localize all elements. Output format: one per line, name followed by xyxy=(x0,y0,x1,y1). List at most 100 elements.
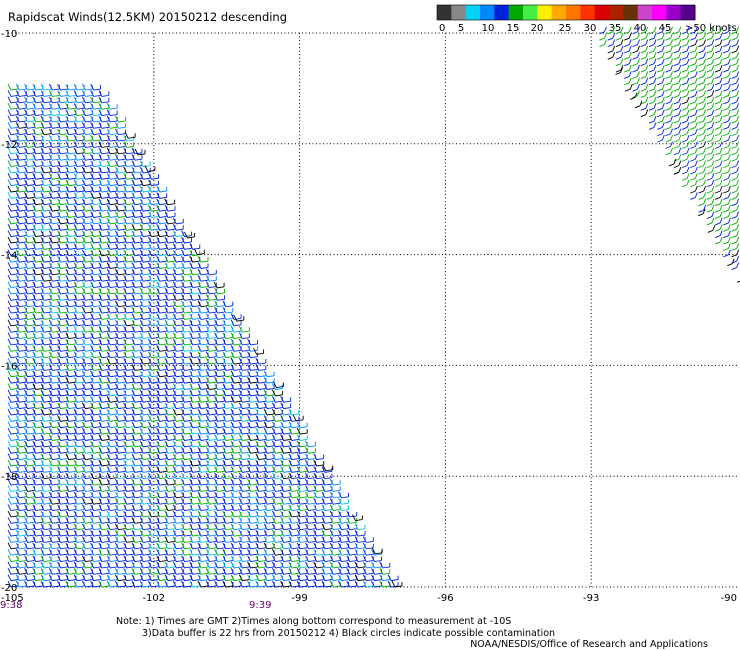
wind-barb xyxy=(648,71,657,79)
wind-barb xyxy=(731,33,740,41)
colorbar-label: 40 xyxy=(634,23,647,34)
wind-barb xyxy=(714,71,723,79)
wind-barb xyxy=(714,147,723,156)
wind-barb xyxy=(731,103,740,111)
wind-barb xyxy=(665,115,673,124)
wind-barb xyxy=(134,148,146,156)
colorbar-swatch xyxy=(508,5,524,20)
wind-barb xyxy=(731,26,740,35)
wind-barb xyxy=(123,141,135,148)
wind-barb xyxy=(640,58,649,67)
wind-barb xyxy=(673,147,682,156)
wind-barb xyxy=(139,160,151,168)
wind-barb xyxy=(698,84,707,92)
wind-barb xyxy=(714,115,723,124)
wind-barb xyxy=(634,100,643,109)
wind-barb xyxy=(731,262,740,270)
wind-barb xyxy=(322,464,334,472)
wind-barb xyxy=(665,141,673,149)
x-tick-label: -90 xyxy=(721,593,737,604)
wind-barb xyxy=(723,103,731,111)
wind-barb xyxy=(706,160,715,169)
wind-barb xyxy=(222,306,234,314)
wind-barb xyxy=(698,58,707,67)
wind-barb xyxy=(648,64,657,73)
wind-barb xyxy=(657,52,665,60)
colorbar-swatch xyxy=(551,5,567,20)
wind-barb xyxy=(723,179,731,188)
wind-barb xyxy=(379,568,391,575)
wind-barb xyxy=(144,165,156,172)
x-tick-label: -105 xyxy=(1,593,24,604)
wind-barb xyxy=(698,185,707,194)
colorbar-swatch xyxy=(523,5,538,20)
colorbar-swatch xyxy=(566,5,581,20)
wind-barb xyxy=(681,26,690,35)
wind-barb xyxy=(731,52,740,60)
wind-barb xyxy=(148,179,159,187)
wind-barb xyxy=(607,45,616,54)
wind-barb xyxy=(714,77,723,86)
wind-barb xyxy=(673,77,682,86)
wind-barb xyxy=(723,141,731,149)
wind-barb xyxy=(706,154,715,162)
wind-barb xyxy=(714,134,723,143)
wind-barb xyxy=(681,58,690,67)
wind-barb xyxy=(706,141,715,149)
wind-barb xyxy=(657,77,665,86)
wind-barb xyxy=(222,300,234,308)
colorbar-label: 35 xyxy=(609,23,622,34)
wind-barb xyxy=(690,134,698,143)
wind-barb xyxy=(714,103,723,111)
wind-barb xyxy=(657,115,665,124)
wind-barb xyxy=(657,109,665,118)
wind-barb xyxy=(723,185,731,194)
wind-barb xyxy=(148,173,159,180)
wind-barb xyxy=(731,236,740,245)
wind-barb xyxy=(698,109,707,118)
wind-barb xyxy=(714,205,723,213)
wind-barb xyxy=(723,71,731,79)
wind-barb xyxy=(640,96,649,105)
wind-barb xyxy=(731,205,740,213)
wind-barb xyxy=(690,166,698,175)
wind-barb xyxy=(338,497,349,505)
wind-barb xyxy=(624,58,632,67)
wind-barb xyxy=(632,52,640,60)
wind-barb xyxy=(706,96,715,105)
wind-barb xyxy=(673,167,682,175)
wind-barb xyxy=(648,26,657,35)
wind-barb xyxy=(673,33,682,41)
colorbar-swatch xyxy=(637,5,653,20)
wind-barb xyxy=(354,523,366,531)
colorbar-swatch xyxy=(437,5,452,20)
wind-barb xyxy=(115,115,126,123)
wind-barb xyxy=(723,128,731,137)
wind-barb xyxy=(706,192,715,200)
wind-barb xyxy=(690,39,698,47)
wind-barb xyxy=(230,313,242,320)
wind-barb xyxy=(624,64,632,73)
wind-barb xyxy=(362,536,374,543)
wind-barb xyxy=(98,96,110,104)
wind-barb xyxy=(131,147,143,155)
wind-barb xyxy=(723,198,731,207)
wind-barb xyxy=(723,192,731,200)
wind-barb xyxy=(329,478,341,486)
wind-barb xyxy=(731,249,740,258)
x-tick-label: -102 xyxy=(142,593,165,604)
wind-barb xyxy=(723,134,731,143)
wind-barb xyxy=(731,115,740,124)
wind-barb xyxy=(280,396,292,403)
wind-barb xyxy=(690,96,698,105)
wind-barb xyxy=(164,211,176,218)
wind-barb xyxy=(690,64,698,73)
wind-barb xyxy=(615,64,624,73)
wind-barb xyxy=(690,128,698,137)
wind-barb xyxy=(723,58,731,67)
wind-barb xyxy=(632,26,640,35)
colorbar-frame xyxy=(436,4,696,21)
wind-barb xyxy=(723,211,731,220)
wind-barb xyxy=(673,128,682,137)
wind-barb xyxy=(238,325,250,333)
